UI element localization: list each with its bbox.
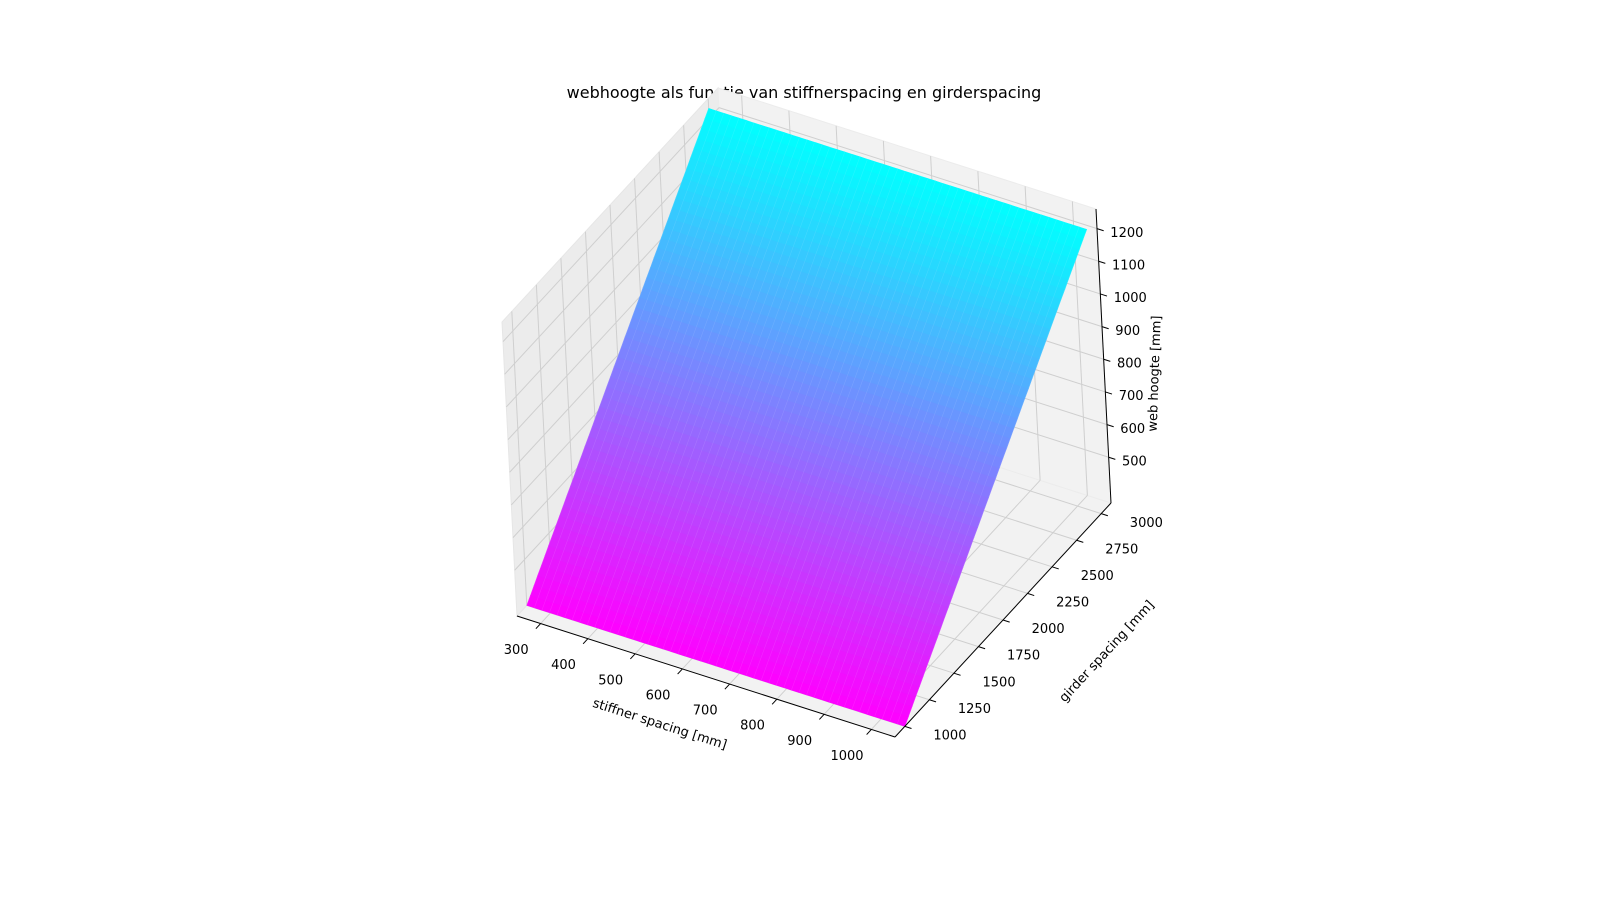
z-tick	[1100, 293, 1108, 297]
x-tick	[819, 713, 825, 720]
y-axis-label: girder spacing [mm]	[1057, 598, 1158, 706]
x-tick-label: 500	[598, 673, 623, 688]
z-tick	[1105, 391, 1113, 395]
x-tick-label: 300	[504, 643, 529, 658]
z-tick-label: 1200	[1110, 226, 1143, 241]
x-tick	[771, 698, 778, 705]
z-tick	[1096, 228, 1104, 232]
y-tick-label: 1500	[983, 675, 1016, 690]
y-tick-label: 2000	[1032, 622, 1065, 637]
y-tick	[1027, 592, 1035, 597]
z-gridline-back	[718, 107, 1098, 230]
z-tick-label: 500	[1122, 455, 1147, 470]
y-tick	[1051, 566, 1059, 570]
x-tick-label: 800	[740, 719, 765, 734]
x-tick-label: 1000	[830, 749, 863, 764]
y-tick	[904, 725, 912, 729]
y-tick	[1002, 619, 1010, 623]
y-tick	[953, 672, 961, 676]
x-tick-label: 600	[646, 688, 671, 703]
z-tick	[1106, 424, 1114, 428]
x-tick	[535, 623, 541, 630]
y-tick	[1076, 539, 1084, 543]
z-tick	[1101, 326, 1109, 330]
x-tick	[677, 668, 683, 675]
y-tick	[929, 699, 937, 703]
x-tick	[866, 729, 872, 735]
y-tick-label: 1750	[1007, 649, 1040, 664]
y-tick-label: 3000	[1130, 516, 1163, 531]
x-tick	[724, 683, 730, 690]
z-tick	[1103, 358, 1111, 362]
y-tick-label: 2500	[1081, 569, 1114, 584]
x-tick-label: 900	[787, 734, 812, 749]
z-tick-label: 900	[1115, 324, 1140, 339]
z-tick-label: 700	[1119, 389, 1144, 404]
y-gridline-left	[535, 284, 552, 579]
y-tick	[978, 646, 986, 650]
y-tick-label: 2250	[1056, 596, 1089, 611]
y-tick-label: 1000	[933, 729, 966, 744]
z-tick-label: 800	[1117, 357, 1142, 372]
z-tick	[1098, 260, 1106, 264]
z-tick-label: 600	[1120, 422, 1145, 437]
z-gridline-left	[502, 107, 720, 342]
x-tick-label: 400	[551, 658, 576, 673]
x-tick	[630, 653, 636, 660]
surface-mesh	[526, 108, 1088, 727]
z-tick-label: 1000	[1114, 291, 1147, 306]
x-tick	[582, 638, 589, 645]
z-tick	[1108, 456, 1116, 460]
chart-title: webhoogte als functie van stiffnerspacin…	[567, 83, 1042, 102]
y-tick-label: 2750	[1105, 542, 1138, 557]
y-gridline-left	[511, 311, 528, 606]
y-tick	[1101, 513, 1109, 517]
y-tick-label: 1250	[958, 702, 991, 717]
z-tick-label: 1100	[1112, 259, 1145, 274]
x-tick-label: 700	[693, 704, 718, 719]
z-axis-label: web hoogte [mm]	[1146, 315, 1165, 432]
